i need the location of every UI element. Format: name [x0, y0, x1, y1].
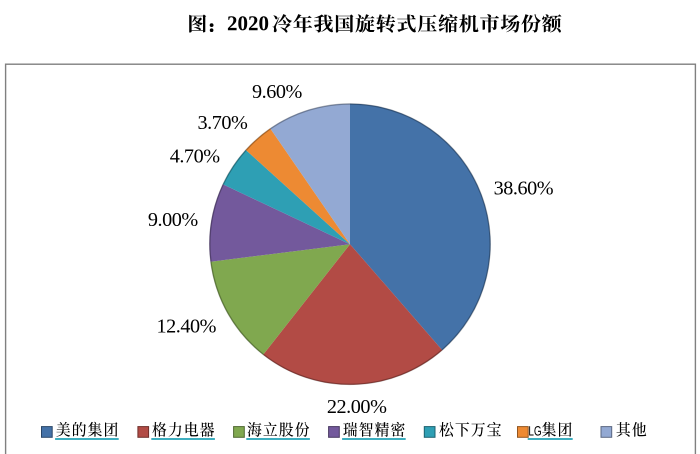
svg-text:3.70%: 3.70% [198, 112, 249, 134]
svg-text:12.40%: 12.40% [157, 315, 217, 337]
svg-text:9.60%: 9.60% [252, 81, 303, 103]
svg-text:9.00%: 9.00% [148, 209, 199, 231]
svg-text:38.60%: 38.60% [494, 178, 554, 200]
svg-text:22.00%: 22.00% [327, 396, 387, 418]
svg-text:4.70%: 4.70% [170, 146, 221, 168]
